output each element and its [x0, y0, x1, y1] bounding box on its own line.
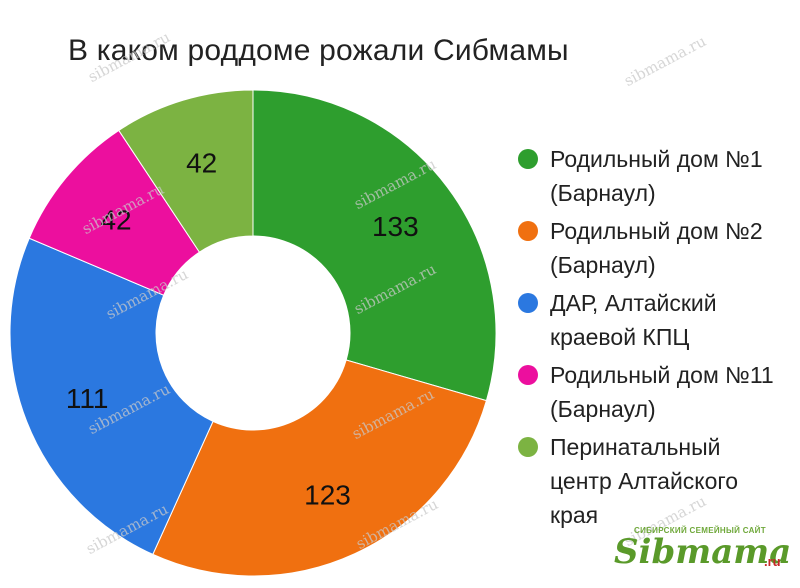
donut-slice [252, 89, 497, 402]
chart-title: В каком роддоме рожали Сибмамы [68, 34, 569, 67]
legend-label: Родильный дом №11 (Барнаул) [550, 362, 774, 422]
brand-logo: Sibmama [614, 532, 792, 572]
slice-value-label: 123 [304, 480, 351, 511]
legend-label: Перинатальный центр Алтайского края [550, 434, 739, 528]
donut-slice [152, 359, 488, 577]
slice-value-label: 42 [100, 204, 131, 235]
legend-item: ДАР, Алтайский краевой КПЦ [518, 286, 788, 354]
legend-item: Перинатальный центр Алтайского края [518, 430, 788, 532]
legend-label: Родильный дом №1 (Барнаул) [550, 146, 763, 206]
donut-slice [9, 237, 214, 556]
slice-value-label: 133 [372, 211, 419, 242]
slice-value-label: 42 [186, 148, 217, 179]
donut-slice [118, 89, 254, 253]
legend-item: Родильный дом №2 (Барнаул) [518, 214, 788, 282]
legend-item: Родильный дом №1 (Барнаул) [518, 142, 788, 210]
legend-swatch [518, 149, 538, 169]
legend-swatch [518, 293, 538, 313]
brand-tld: .ru [764, 554, 781, 569]
legend-label: Родильный дом №2 (Барнаул) [550, 218, 763, 278]
chart-legend: Родильный дом №1 (Барнаул) Родильный дом … [518, 142, 788, 536]
slice-value-label: 111 [66, 383, 109, 414]
legend-swatch [518, 221, 538, 241]
legend-label: ДАР, Алтайский краевой КПЦ [550, 290, 717, 350]
brand-tagline: СИБИРСКИЙ СЕМЕЙНЫЙ САЙТ [634, 526, 766, 535]
legend-swatch [518, 365, 538, 385]
legend-item: Родильный дом №11 (Барнаул) [518, 358, 788, 426]
legend-swatch [518, 437, 538, 457]
